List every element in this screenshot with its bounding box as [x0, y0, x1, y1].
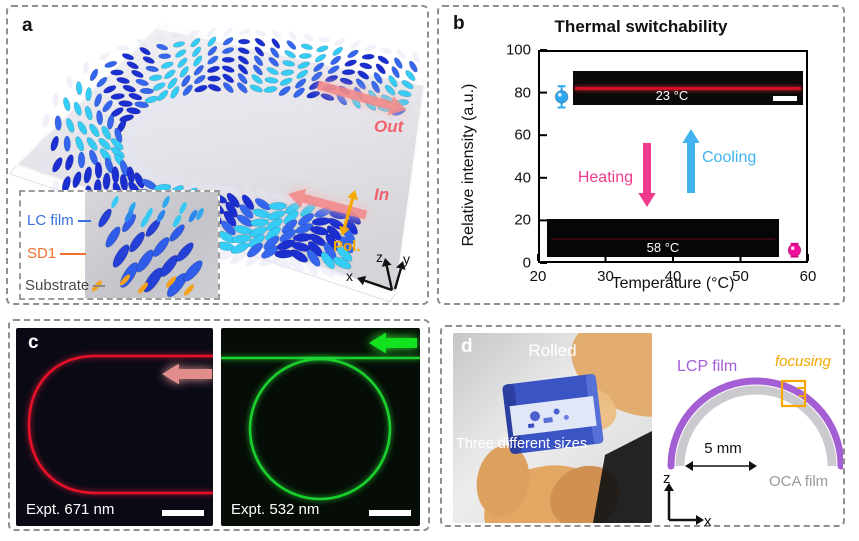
x-tick-label: 50 [732, 268, 749, 285]
data-point [554, 85, 569, 109]
dimension-arrow-5mm [685, 461, 757, 471]
sd1-label: SD1 [27, 245, 87, 262]
panel-a: a Out In Pol. z y x LC film SD1 Substrat… [6, 5, 429, 305]
micrograph-671nm: c Expt. 671 nm [16, 328, 213, 526]
three-sizes-note: Three different sizes [456, 436, 588, 452]
chart-title: Thermal switchability [554, 17, 728, 36]
panel-label-a: a [22, 15, 33, 36]
x-axis-title: Temperature (°C) [611, 275, 735, 292]
dimmed-beam-trace [551, 238, 775, 240]
lc-film-label: LC film [27, 212, 91, 229]
green-ring-trace [248, 357, 392, 501]
polarization-arrow [339, 190, 358, 236]
panel-label-d: d [461, 336, 473, 357]
scale-bar [162, 510, 204, 516]
inset-temp-label-23: 23 °C [655, 88, 689, 103]
x-tick-label: 60 [799, 268, 817, 285]
in-beam-arrow [288, 188, 368, 220]
oca-film-label: OCA film [769, 473, 829, 490]
red-beam-direction-arrow [162, 363, 212, 385]
caption-532nm: Expt. 532 nm [231, 501, 320, 518]
green-beam-direction-arrow [369, 332, 417, 354]
focusing-region-box [780, 379, 807, 408]
y-tick-label: 20 [514, 211, 531, 229]
scale-5mm-label: 5 mm [704, 440, 742, 457]
panel-d: d Rolled Three different sizes LCP film … [440, 325, 845, 530]
x-axis-arrow [669, 515, 704, 525]
pol-label: Pol. [333, 238, 361, 255]
panel-b: b Thermal switchability Relative intensi… [437, 5, 845, 305]
y-tick-label: 40 [514, 169, 531, 187]
rolled-title: Rolled [528, 341, 577, 360]
red-waveguide-trace [27, 354, 213, 495]
substrate-pointer [93, 284, 106, 288]
micrograph-23c: 23 °C [573, 71, 803, 105]
thumb-side [476, 445, 530, 517]
panel-c: c Expt. 671 nm Expt. 532 nm [8, 319, 430, 531]
x-axis-arrow [357, 275, 393, 292]
y-axis-label: y [403, 251, 410, 267]
x-tick-label: 40 [664, 268, 682, 285]
chart-overlay [537, 49, 809, 264]
caption-671nm: Expt. 671 nm [26, 501, 115, 518]
out-label: Out [374, 117, 404, 136]
x-tick-label: 20 [529, 268, 547, 285]
scale-bar [773, 96, 797, 101]
lcp-film-arc [667, 377, 843, 470]
lc-film-pointer [77, 219, 91, 223]
z-axis-arrow [664, 483, 674, 520]
rolled-film [502, 373, 604, 454]
z-axis-label: z [663, 470, 671, 487]
in-label: In [374, 185, 390, 204]
layer-structure-inset: LC film SD1 Substrate [19, 190, 220, 300]
panel-label-c: c [28, 332, 39, 353]
sd1-pointer [60, 252, 87, 256]
substrate-text: Substrate [25, 277, 90, 294]
y-tick-label: 100 [505, 41, 531, 59]
y-tick-label: 80 [514, 84, 531, 102]
rolled-sample-photo: d Rolled Three different sizes [453, 333, 652, 523]
heating-label: Heating [577, 169, 633, 186]
z-axis-label: z [376, 249, 383, 265]
sd1-text: SD1 [27, 245, 57, 262]
waveguide-3d-illustration [9, 22, 427, 303]
lc-film-text: LC film [27, 212, 74, 229]
focusing-label: focusing [775, 353, 831, 370]
y-tick-label: 0 [522, 254, 531, 272]
micrograph-58c: 58 °C [547, 219, 779, 257]
data-point [787, 242, 802, 258]
inset-temp-label-58: 58 °C [646, 240, 680, 255]
micrograph-532nm: Expt. 532 nm [221, 328, 420, 526]
panel-label-b: b [453, 13, 465, 34]
cooling-label: Cooling [702, 149, 757, 166]
cooling-arrow [682, 129, 700, 193]
substrate-label: Substrate [25, 277, 106, 294]
x-axis-label: x [346, 268, 353, 284]
dark-background-object [593, 431, 652, 523]
guided-beam-trace [575, 87, 801, 90]
x-axis-label: x [704, 513, 712, 530]
layer-structure-render [85, 192, 218, 298]
x-tick-label: 30 [597, 268, 614, 285]
bent-film-schematic [664, 377, 843, 525]
scale-bar [369, 510, 411, 516]
y-axis-arrow [393, 261, 406, 290]
out-beam-arrow [316, 80, 406, 116]
y-tick-label: 60 [514, 126, 531, 144]
heating-arrow [638, 143, 656, 207]
lcp-film-label: LCP film [677, 358, 738, 375]
oca-film-arc [675, 385, 837, 467]
z-axis-arrow [381, 258, 394, 291]
